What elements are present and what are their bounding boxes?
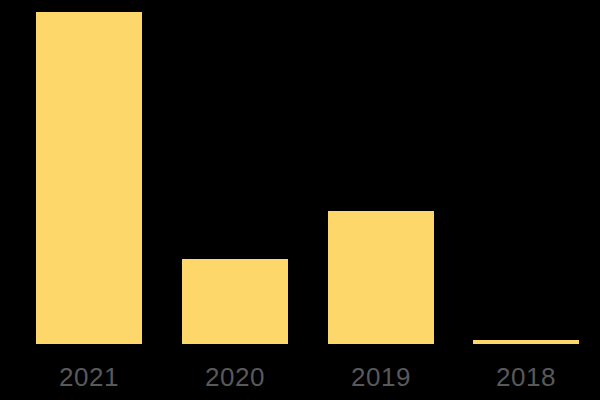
bar-2020 (182, 259, 288, 344)
bar-2021 (36, 12, 142, 344)
bar-2019 (328, 211, 434, 344)
x-axis-label-2020: 2020 (182, 362, 288, 392)
x-axis-label-2018: 2018 (473, 362, 579, 392)
bar-2018 (473, 340, 579, 344)
x-axis-label-2019: 2019 (328, 362, 434, 392)
bar-chart: 2021 2020 2019 2018 (0, 0, 600, 400)
x-axis-label-2021: 2021 (36, 362, 142, 392)
